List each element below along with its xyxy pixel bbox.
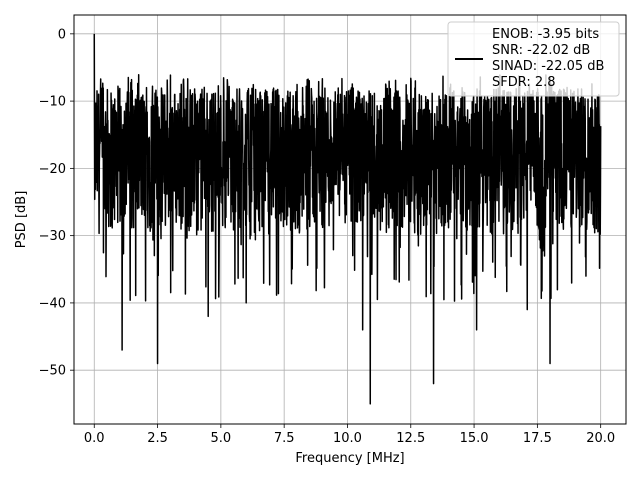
legend: ENOB: -3.95 bits SNR: -22.02 dB SINAD: -… bbox=[447, 21, 620, 97]
x-tick-label: 5.0 bbox=[211, 431, 232, 446]
legend-snr: SNR: -22.02 dB bbox=[492, 43, 590, 58]
legend-box bbox=[447, 21, 620, 97]
y-tick-label: −20 bbox=[39, 162, 66, 177]
x-tick-label: 10.0 bbox=[333, 431, 362, 446]
y-tick-label: 0 bbox=[58, 27, 66, 42]
legend-sinad: SINAD: -22.05 dB bbox=[492, 59, 604, 74]
y-tick-label: −30 bbox=[39, 229, 66, 244]
x-axis-label: Frequency [MHz] bbox=[295, 451, 404, 466]
x-tick-label: 20.0 bbox=[586, 431, 615, 446]
plot-area bbox=[93, 33, 602, 405]
axes-frame bbox=[73, 14, 627, 425]
legend-enob: ENOB: -3.95 bits bbox=[492, 27, 599, 42]
x-tick-label: 2.5 bbox=[147, 431, 168, 446]
y-axis-ticks: 0 −10 −20 −30 −40 −50 bbox=[39, 27, 74, 379]
x-tick-label: 17.5 bbox=[523, 431, 552, 446]
y-tick-label: −40 bbox=[39, 296, 66, 311]
legend-sfdr: SFDR: 2.8 bbox=[492, 75, 556, 90]
y-axis-label: PSD [dB] bbox=[14, 191, 29, 249]
x-tick-label: 7.5 bbox=[274, 431, 295, 446]
y-tick-label: −10 bbox=[39, 95, 66, 110]
x-tick-label: 15.0 bbox=[460, 431, 489, 446]
x-tick-label: 0.0 bbox=[84, 431, 105, 446]
y-tick-label: −50 bbox=[39, 364, 66, 379]
x-axis-ticks: 0.0 2.5 5.0 7.5 10.0 12.5 15.0 17.5 20.0 bbox=[84, 424, 615, 446]
x-tick-label: 12.5 bbox=[396, 431, 425, 446]
psd-series-line bbox=[93, 33, 602, 405]
